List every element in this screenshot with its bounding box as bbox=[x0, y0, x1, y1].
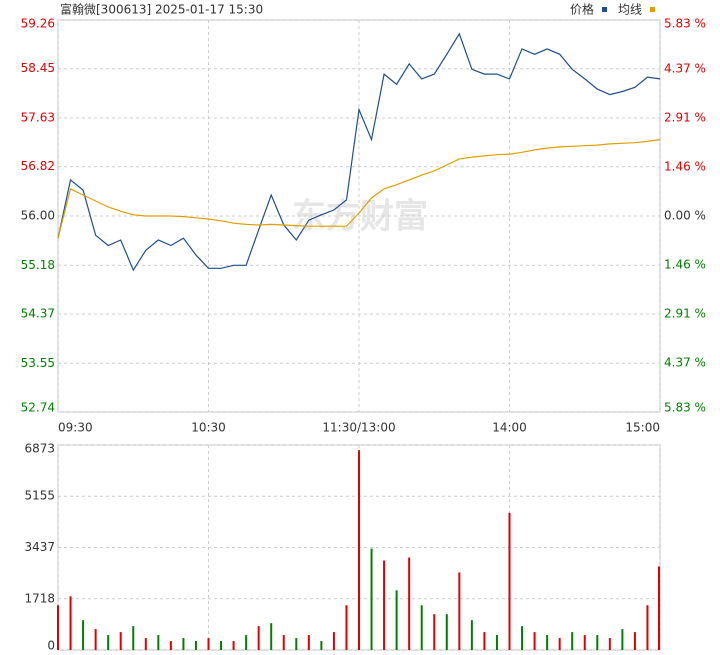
volume-bar bbox=[658, 566, 660, 650]
price-line bbox=[57, 139, 661, 239]
y2-tick-label: 0.00 % bbox=[664, 209, 706, 223]
volume-bar bbox=[608, 638, 611, 650]
volume-bar bbox=[470, 620, 473, 650]
volume-bar bbox=[57, 605, 59, 650]
y-tick-label: 54.37 bbox=[21, 307, 55, 321]
volume-bar bbox=[483, 632, 486, 650]
volume-bar bbox=[257, 626, 260, 650]
volume-bar bbox=[370, 548, 373, 650]
volume-bar bbox=[571, 632, 574, 650]
volume-bar bbox=[282, 635, 285, 650]
y-tick-label: 3437 bbox=[24, 540, 55, 554]
volume-bar bbox=[270, 623, 273, 650]
y2-tick-label: 2.91 % bbox=[664, 306, 706, 320]
y-tick-label: 0 bbox=[47, 639, 55, 653]
volume-bar bbox=[583, 635, 586, 650]
volume-bar bbox=[144, 638, 147, 650]
y-tick-label: 58.45 bbox=[21, 61, 55, 75]
y-tick-label: 6873 bbox=[24, 442, 55, 456]
legend-swatch bbox=[602, 7, 607, 12]
y-tick-label: 52.74 bbox=[21, 401, 55, 415]
volume-bar bbox=[107, 635, 110, 650]
volume-bar bbox=[646, 605, 649, 650]
volume-bar bbox=[169, 641, 172, 650]
volume-bar bbox=[546, 635, 549, 650]
volume-bar bbox=[533, 632, 536, 650]
volume-bar bbox=[445, 614, 448, 650]
volume-bar bbox=[69, 596, 72, 650]
volume-bar bbox=[182, 638, 185, 650]
y-tick-label: 57.63 bbox=[21, 111, 55, 125]
volume-bar bbox=[232, 641, 235, 650]
volume-bar bbox=[633, 632, 636, 650]
y2-tick-label: 1.46 % bbox=[664, 159, 706, 173]
y-tick-label: 5155 bbox=[24, 489, 55, 503]
volume-bar bbox=[495, 635, 498, 650]
volume-bar bbox=[157, 635, 160, 650]
volume-bar bbox=[245, 635, 248, 650]
x-tick-label: 09:30 bbox=[58, 421, 93, 435]
y-tick-label: 59.26 bbox=[21, 17, 55, 31]
volume-bar bbox=[94, 629, 97, 650]
y2-tick-label: 5.83 % bbox=[664, 17, 706, 31]
volume-bar bbox=[408, 557, 411, 650]
volume-bar bbox=[433, 614, 436, 650]
y-tick-label: 56.82 bbox=[21, 159, 55, 173]
price-line bbox=[57, 32, 661, 272]
volume-bar bbox=[558, 638, 561, 650]
volume-bar bbox=[332, 632, 335, 650]
volume-bar bbox=[207, 638, 210, 650]
y-tick-label: 1718 bbox=[24, 591, 55, 605]
volume-bar bbox=[358, 450, 360, 650]
volume-bar bbox=[194, 641, 197, 650]
volume-bar bbox=[521, 626, 524, 650]
y2-tick-label: 4.37 % bbox=[664, 355, 706, 369]
y2-tick-label: 1.46 % bbox=[664, 258, 706, 272]
y-tick-label: 56.00 bbox=[21, 209, 55, 223]
chart-title: 富翰微[300613] 2025-01-17 15:30 bbox=[60, 2, 263, 17]
y2-tick-label: 5.83 % bbox=[664, 401, 706, 415]
x-tick-label: 15:00 bbox=[625, 421, 660, 435]
x-tick-label: 14:00 bbox=[492, 421, 527, 435]
volume-bar bbox=[420, 605, 423, 650]
volume-bar bbox=[307, 635, 310, 650]
volume-bar bbox=[596, 635, 599, 650]
volume-bar bbox=[621, 629, 624, 650]
volume-bar bbox=[320, 641, 323, 650]
y2-tick-label: 4.37 % bbox=[664, 62, 706, 76]
y-tick-label: 53.55 bbox=[21, 356, 55, 370]
volume-bar bbox=[119, 632, 122, 650]
volume-bar bbox=[383, 560, 386, 650]
volume-bar bbox=[508, 512, 511, 650]
legend-label: 均线 bbox=[618, 3, 642, 17]
x-tick-label: 10:30 bbox=[191, 421, 226, 435]
volume-bar bbox=[220, 641, 223, 650]
volume-bar bbox=[345, 605, 348, 650]
y-tick-label: 55.18 bbox=[21, 258, 55, 272]
volume-bar bbox=[132, 626, 135, 650]
x-tick-label: 11:30/13:00 bbox=[322, 421, 395, 435]
volume-bar bbox=[395, 590, 398, 650]
volume-bar bbox=[295, 638, 298, 650]
volume-bar bbox=[82, 620, 85, 650]
legend-label: 价格 bbox=[570, 2, 594, 17]
y2-tick-label: 2.91 % bbox=[664, 111, 706, 125]
legend-swatch bbox=[650, 7, 655, 12]
volume-bar bbox=[458, 572, 461, 650]
